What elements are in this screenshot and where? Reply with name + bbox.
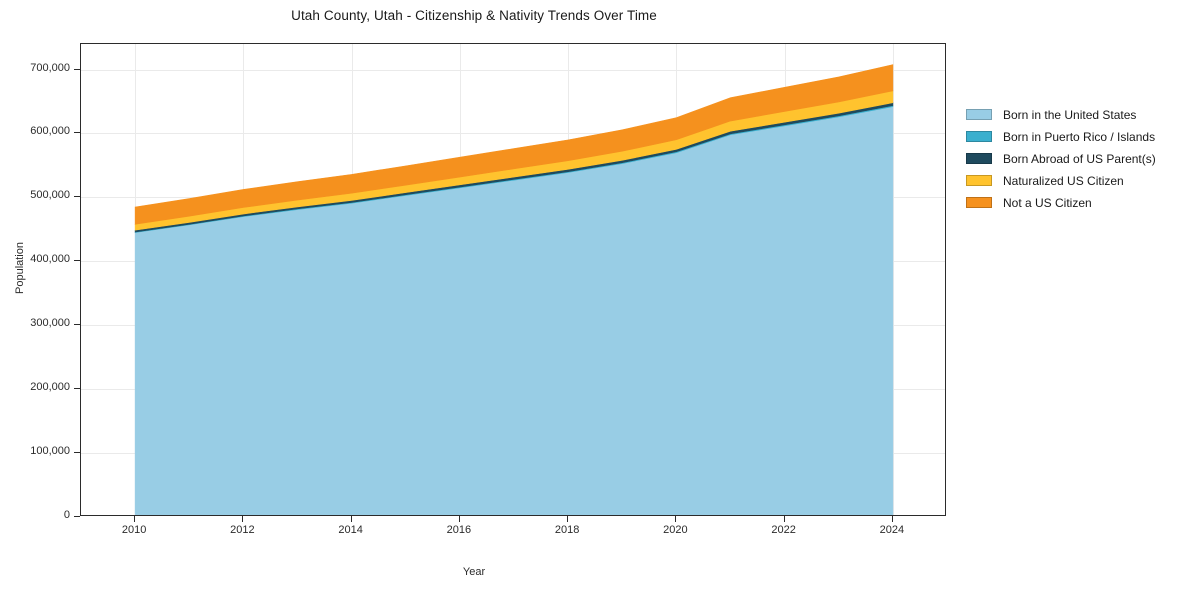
y-axis-title: Population <box>14 242 26 294</box>
chart-title: Utah County, Utah - Citizenship & Nativi… <box>291 8 657 23</box>
x-axis-tick-label: 2016 <box>446 524 472 536</box>
legend-item[interactable]: Naturalized US Citizen <box>966 170 1181 191</box>
x-axis-tick-mark <box>242 516 244 522</box>
gridline-horizontal <box>81 133 945 135</box>
x-axis-tick-label: 2010 <box>121 524 147 536</box>
legend-item-label: Born in Puerto Rico / Islands <box>1003 129 1156 144</box>
legend-color-swatch <box>966 131 992 142</box>
legend-color-swatch <box>966 197 992 208</box>
x-axis-tick-mark <box>458 516 460 522</box>
y-axis-tick-mark <box>74 260 80 262</box>
y-axis-tick-label: 100,000 <box>30 445 70 458</box>
y-axis-tick-label: 500,000 <box>30 189 70 202</box>
legend-color-swatch <box>966 153 992 164</box>
x-axis-tick-mark <box>891 516 893 522</box>
x-axis-tick-label: 2014 <box>338 524 363 536</box>
x-axis-tick-mark <box>350 516 352 522</box>
y-axis-tick-mark <box>74 516 80 517</box>
x-axis-tick-label: 2022 <box>771 524 796 536</box>
plot-area <box>80 43 946 516</box>
x-axis-tick-label: 2012 <box>230 524 255 536</box>
area-band <box>134 64 894 225</box>
y-axis-tick-mark <box>74 196 80 198</box>
y-axis-tick-label: 200,000 <box>30 381 70 394</box>
x-axis-tick-mark <box>567 516 569 522</box>
y-axis-tick-mark <box>74 324 80 326</box>
legend: Born in the United States Born in Puerto … <box>966 104 1181 214</box>
y-axis-tick-mark <box>74 388 80 390</box>
x-axis-tick-label: 2024 <box>879 524 905 536</box>
y-axis-tick-mark <box>74 452 80 454</box>
legend-item[interactable]: Born in the United States <box>966 104 1181 125</box>
y-axis-tick-label: 600,000 <box>30 125 70 138</box>
x-axis-tick-label: 2018 <box>554 524 580 536</box>
legend-item[interactable]: Born in Puerto Rico / Islands <box>966 126 1181 147</box>
gridline-vertical <box>892 44 894 515</box>
x-axis-tick-mark <box>783 516 785 522</box>
x-axis-tick-mark <box>675 516 677 522</box>
legend-item[interactable]: Born Abroad of US Parent(s) <box>966 148 1181 169</box>
legend-item-label: Born Abroad of US Parent(s) <box>1003 151 1156 166</box>
x-axis-tick-mark <box>134 516 136 522</box>
legend-item-label: Born in the United States <box>1003 107 1137 122</box>
legend-color-swatch <box>966 109 992 120</box>
y-axis-tick-label: 700,000 <box>30 61 70 74</box>
legend-item[interactable]: Not a US Citizen <box>966 192 1181 213</box>
legend-color-swatch <box>966 175 992 186</box>
y-axis-tick-label: 300,000 <box>30 317 70 330</box>
legend-item-label: Not a US Citizen <box>1003 195 1092 210</box>
y-axis-tick-label: 0 <box>63 509 70 521</box>
gridline-horizontal <box>81 69 945 71</box>
x-axis-title: Year <box>462 566 486 578</box>
stacked-area-series <box>134 64 894 515</box>
y-axis-tick-label: 400,000 <box>30 253 70 266</box>
y-axis-tick-mark <box>74 132 80 134</box>
legend-item-label: Naturalized US Citizen <box>1003 173 1124 188</box>
y-axis-tick-mark <box>74 68 80 70</box>
x-axis-tick-label: 2020 <box>663 524 688 536</box>
